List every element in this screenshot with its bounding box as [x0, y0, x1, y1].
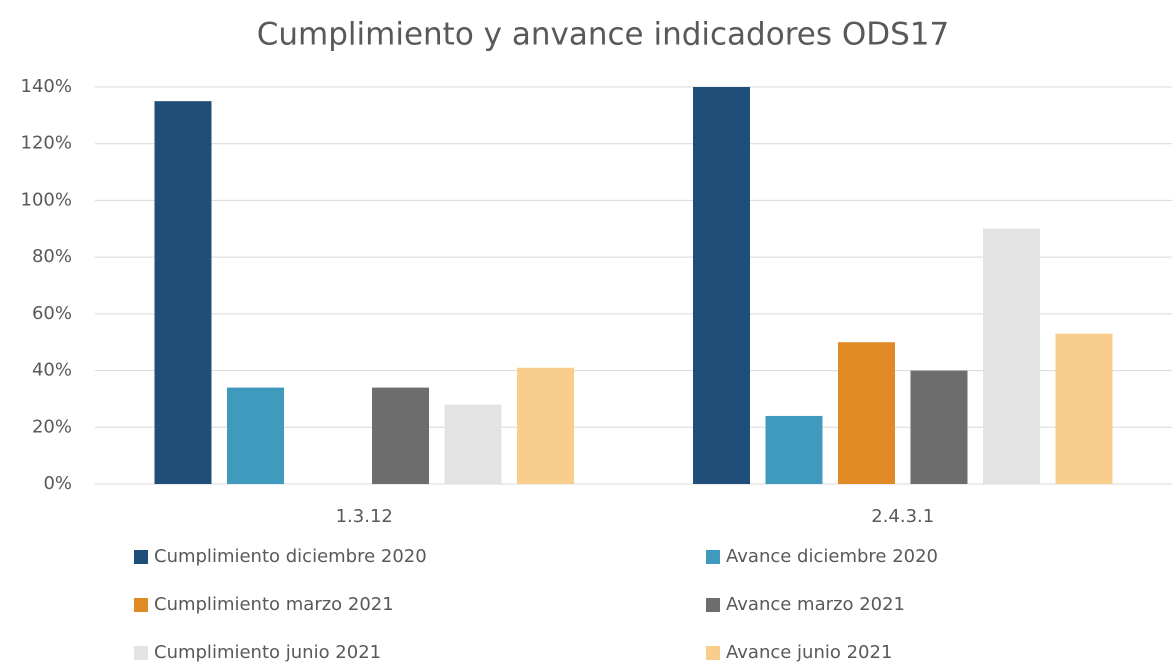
- bar: [444, 404, 502, 484]
- bar: [1055, 333, 1113, 484]
- legend-swatch: [134, 550, 148, 564]
- legend-label: Cumplimiento diciembre 2020: [154, 546, 427, 567]
- bar: [910, 370, 968, 484]
- chart-title: Cumplimiento y anvance indicadores ODS17: [257, 17, 949, 53]
- y-tick-label: 80%: [32, 246, 72, 267]
- bar: [983, 228, 1040, 484]
- y-tick-label: 100%: [21, 189, 72, 210]
- legend-label: Avance marzo 2021: [726, 594, 905, 615]
- x-tick-label: 1.3.12: [336, 506, 393, 527]
- bar: [517, 367, 574, 484]
- legend-swatch: [706, 550, 720, 564]
- legend-label: Cumplimiento marzo 2021: [154, 594, 394, 615]
- legend-swatch: [134, 598, 148, 612]
- legend-swatch: [134, 646, 148, 660]
- y-tick-label: 140%: [21, 76, 72, 97]
- bar: [154, 101, 212, 484]
- bar: [227, 387, 284, 484]
- legend-label: Cumplimiento junio 2021: [154, 642, 381, 663]
- y-tick-label: 40%: [32, 360, 72, 381]
- bar: [765, 415, 823, 484]
- bar: [693, 87, 750, 484]
- legend-label: Avance diciembre 2020: [726, 546, 938, 567]
- legend-swatch: [706, 598, 720, 612]
- y-tick-label: 20%: [32, 416, 72, 437]
- x-tick-label: 2.4.3.1: [871, 506, 934, 527]
- bar: [372, 387, 429, 484]
- bar: [838, 342, 895, 484]
- y-tick-label: 0%: [43, 473, 72, 494]
- y-tick-label: 60%: [32, 303, 72, 324]
- legend-swatch: [706, 646, 720, 660]
- legend-label: Avance junio 2021: [726, 642, 892, 663]
- y-tick-label: 120%: [21, 133, 72, 154]
